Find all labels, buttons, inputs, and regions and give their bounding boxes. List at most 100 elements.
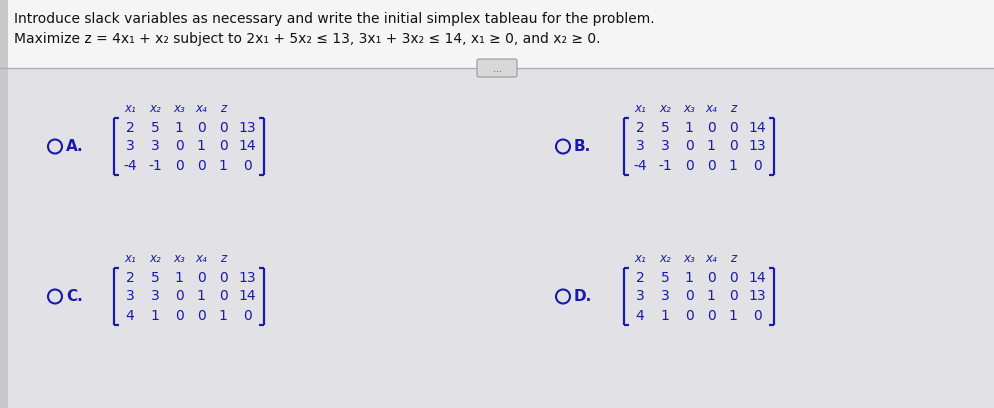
Text: 0: 0 (752, 308, 761, 322)
Text: x₂: x₂ (659, 251, 671, 264)
Text: 14: 14 (748, 271, 765, 284)
FancyBboxPatch shape (0, 68, 994, 408)
Text: 2: 2 (635, 271, 644, 284)
Text: x₂: x₂ (149, 102, 161, 115)
Text: x₂: x₂ (659, 102, 671, 115)
Text: ...: ... (492, 64, 502, 74)
Text: 0: 0 (729, 271, 738, 284)
Text: 14: 14 (239, 290, 255, 304)
Text: 1: 1 (219, 308, 228, 322)
Text: 0: 0 (685, 308, 694, 322)
Text: -4: -4 (123, 158, 137, 173)
Text: x₁: x₁ (634, 251, 646, 264)
Text: B.: B. (574, 139, 591, 154)
Text: z: z (220, 251, 226, 264)
Text: Introduce slack variables as necessary and write the initial simplex tableau for: Introduce slack variables as necessary a… (14, 12, 655, 26)
Text: 0: 0 (197, 158, 206, 173)
Text: 0: 0 (685, 140, 694, 153)
Text: 0: 0 (685, 158, 694, 173)
Text: x₄: x₄ (195, 251, 207, 264)
Text: 3: 3 (125, 290, 134, 304)
Text: 1: 1 (707, 140, 716, 153)
Text: -1: -1 (658, 158, 672, 173)
Text: x₄: x₄ (195, 102, 207, 115)
Text: 0: 0 (243, 158, 251, 173)
Text: 2: 2 (125, 271, 134, 284)
Text: 1: 1 (175, 120, 184, 135)
Text: -1: -1 (148, 158, 162, 173)
Text: x₄: x₄ (705, 102, 717, 115)
Text: 13: 13 (239, 271, 255, 284)
Text: A.: A. (66, 139, 83, 154)
Text: 0: 0 (197, 271, 206, 284)
Text: 1: 1 (729, 308, 738, 322)
FancyBboxPatch shape (0, 0, 8, 408)
Text: 0: 0 (729, 120, 738, 135)
Text: 1: 1 (197, 290, 206, 304)
Text: 0: 0 (175, 308, 183, 322)
Text: 0: 0 (752, 158, 761, 173)
Text: 3: 3 (635, 140, 644, 153)
Text: 0: 0 (243, 308, 251, 322)
Text: 0: 0 (219, 271, 228, 284)
Text: 5: 5 (661, 120, 669, 135)
Text: z: z (730, 251, 737, 264)
Text: 0: 0 (707, 158, 716, 173)
Text: 1: 1 (150, 308, 159, 322)
Text: 5: 5 (661, 271, 669, 284)
Text: x₁: x₁ (634, 102, 646, 115)
Text: 2: 2 (635, 120, 644, 135)
Text: 3: 3 (151, 140, 159, 153)
Text: 0: 0 (175, 158, 183, 173)
Text: 3: 3 (661, 140, 669, 153)
Text: 3: 3 (635, 290, 644, 304)
Text: 0: 0 (729, 290, 738, 304)
Text: x₂: x₂ (149, 251, 161, 264)
Text: x₃: x₃ (173, 251, 185, 264)
Text: 14: 14 (239, 140, 255, 153)
Text: 1: 1 (197, 140, 206, 153)
Text: D.: D. (574, 289, 592, 304)
Text: -4: -4 (633, 158, 647, 173)
Text: 13: 13 (239, 120, 255, 135)
Text: 1: 1 (175, 271, 184, 284)
Text: 1: 1 (729, 158, 738, 173)
Text: Maximize z = 4x₁ + x₂ subject to 2x₁ + 5x₂ ≤ 13, 3x₁ + 3x₂ ≤ 14, x₁ ≥ 0, and x₂ : Maximize z = 4x₁ + x₂ subject to 2x₁ + 5… (14, 32, 600, 46)
Text: 0: 0 (729, 140, 738, 153)
FancyBboxPatch shape (0, 0, 994, 68)
Text: 0: 0 (197, 308, 206, 322)
Text: 0: 0 (219, 290, 228, 304)
Text: 1: 1 (685, 271, 694, 284)
Text: 13: 13 (748, 140, 765, 153)
Text: 3: 3 (151, 290, 159, 304)
Text: 0: 0 (175, 290, 183, 304)
Text: x₁: x₁ (124, 251, 136, 264)
Text: 0: 0 (707, 308, 716, 322)
Text: 4: 4 (635, 308, 644, 322)
Text: 3: 3 (125, 140, 134, 153)
Text: z: z (220, 102, 226, 115)
Text: 1: 1 (661, 308, 669, 322)
Text: 2: 2 (125, 120, 134, 135)
Text: 0: 0 (219, 140, 228, 153)
Text: 3: 3 (661, 290, 669, 304)
Text: 13: 13 (748, 290, 765, 304)
Text: 1: 1 (685, 120, 694, 135)
Text: x₁: x₁ (124, 102, 136, 115)
Text: x₃: x₃ (173, 102, 185, 115)
Text: x₃: x₃ (683, 102, 695, 115)
Text: C.: C. (66, 289, 83, 304)
Text: 0: 0 (197, 120, 206, 135)
Text: x₄: x₄ (705, 251, 717, 264)
Text: 0: 0 (707, 120, 716, 135)
Text: z: z (730, 102, 737, 115)
Text: 0: 0 (175, 140, 183, 153)
Text: x₃: x₃ (683, 251, 695, 264)
Text: 4: 4 (125, 308, 134, 322)
Text: 5: 5 (151, 120, 159, 135)
Text: 0: 0 (219, 120, 228, 135)
Text: 0: 0 (707, 271, 716, 284)
Text: 0: 0 (685, 290, 694, 304)
Text: 5: 5 (151, 271, 159, 284)
Text: 14: 14 (748, 120, 765, 135)
